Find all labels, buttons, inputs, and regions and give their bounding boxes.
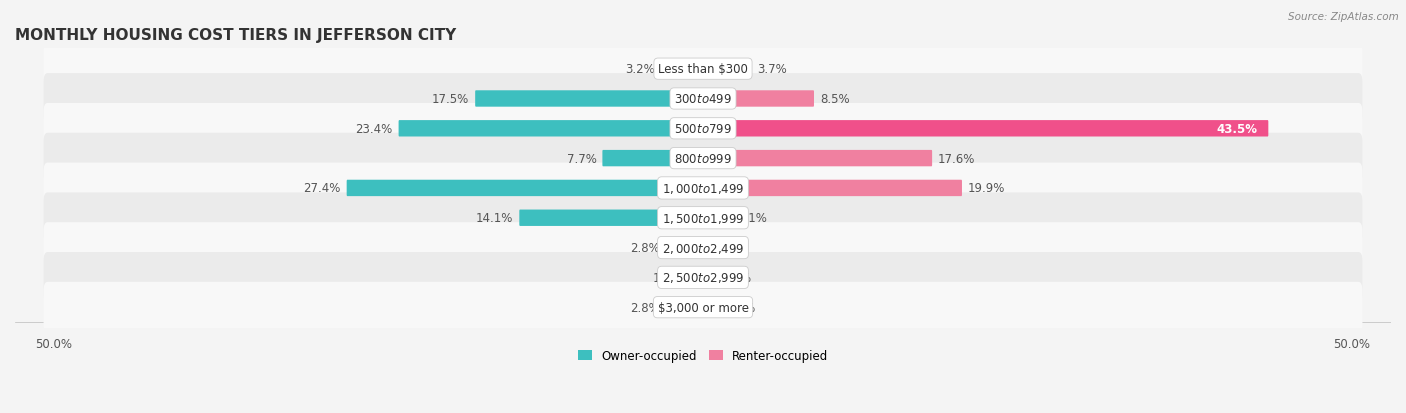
Text: 0.36%: 0.36%: [714, 271, 751, 284]
FancyBboxPatch shape: [602, 151, 703, 167]
FancyBboxPatch shape: [398, 121, 703, 137]
Legend: Owner-occupied, Renter-occupied: Owner-occupied, Renter-occupied: [572, 345, 834, 367]
Text: $800 to $999: $800 to $999: [673, 152, 733, 165]
Text: $300 to $499: $300 to $499: [673, 93, 733, 106]
FancyBboxPatch shape: [44, 252, 1362, 303]
Text: 23.4%: 23.4%: [356, 123, 392, 135]
Text: $1,000 to $1,499: $1,000 to $1,499: [662, 181, 744, 195]
FancyBboxPatch shape: [703, 270, 709, 286]
Text: MONTHLY HOUSING COST TIERS IN JEFFERSON CITY: MONTHLY HOUSING COST TIERS IN JEFFERSON …: [15, 28, 457, 43]
FancyBboxPatch shape: [44, 74, 1362, 125]
FancyBboxPatch shape: [666, 240, 703, 256]
Text: 0.67%: 0.67%: [718, 301, 755, 314]
FancyBboxPatch shape: [661, 61, 703, 78]
Text: 27.4%: 27.4%: [304, 182, 340, 195]
FancyBboxPatch shape: [703, 91, 814, 107]
FancyBboxPatch shape: [703, 210, 731, 226]
FancyBboxPatch shape: [44, 44, 1362, 95]
Text: 17.6%: 17.6%: [938, 152, 976, 165]
FancyBboxPatch shape: [44, 193, 1362, 244]
Text: $500 to $799: $500 to $799: [673, 123, 733, 135]
Text: $1,500 to $1,999: $1,500 to $1,999: [662, 211, 744, 225]
Text: 3.7%: 3.7%: [758, 63, 787, 76]
Text: 2.8%: 2.8%: [630, 301, 661, 314]
Text: 1.1%: 1.1%: [652, 271, 682, 284]
Text: 19.9%: 19.9%: [967, 182, 1005, 195]
Text: Less than $300: Less than $300: [658, 63, 748, 76]
Text: 0.0%: 0.0%: [710, 242, 740, 254]
FancyBboxPatch shape: [475, 91, 703, 107]
FancyBboxPatch shape: [44, 133, 1362, 184]
FancyBboxPatch shape: [688, 270, 703, 286]
FancyBboxPatch shape: [44, 223, 1362, 273]
FancyBboxPatch shape: [44, 163, 1362, 214]
FancyBboxPatch shape: [703, 151, 932, 167]
FancyBboxPatch shape: [44, 282, 1362, 333]
FancyBboxPatch shape: [519, 210, 703, 226]
Text: $2,500 to $2,999: $2,500 to $2,999: [662, 271, 744, 285]
FancyBboxPatch shape: [44, 104, 1362, 154]
FancyBboxPatch shape: [666, 299, 703, 316]
FancyBboxPatch shape: [703, 121, 1268, 137]
Text: $3,000 or more: $3,000 or more: [658, 301, 748, 314]
Text: 2.1%: 2.1%: [737, 212, 766, 225]
Text: 2.8%: 2.8%: [630, 242, 661, 254]
Text: 7.7%: 7.7%: [567, 152, 596, 165]
Text: 14.1%: 14.1%: [477, 212, 513, 225]
Text: 8.5%: 8.5%: [820, 93, 849, 106]
Text: 17.5%: 17.5%: [432, 93, 470, 106]
FancyBboxPatch shape: [347, 180, 703, 197]
Text: 3.2%: 3.2%: [626, 63, 655, 76]
FancyBboxPatch shape: [703, 180, 962, 197]
Text: $2,000 to $2,499: $2,000 to $2,499: [662, 241, 744, 255]
Text: Source: ZipAtlas.com: Source: ZipAtlas.com: [1288, 12, 1399, 22]
FancyBboxPatch shape: [703, 299, 713, 316]
Text: 43.5%: 43.5%: [1216, 123, 1257, 135]
FancyBboxPatch shape: [703, 61, 752, 78]
